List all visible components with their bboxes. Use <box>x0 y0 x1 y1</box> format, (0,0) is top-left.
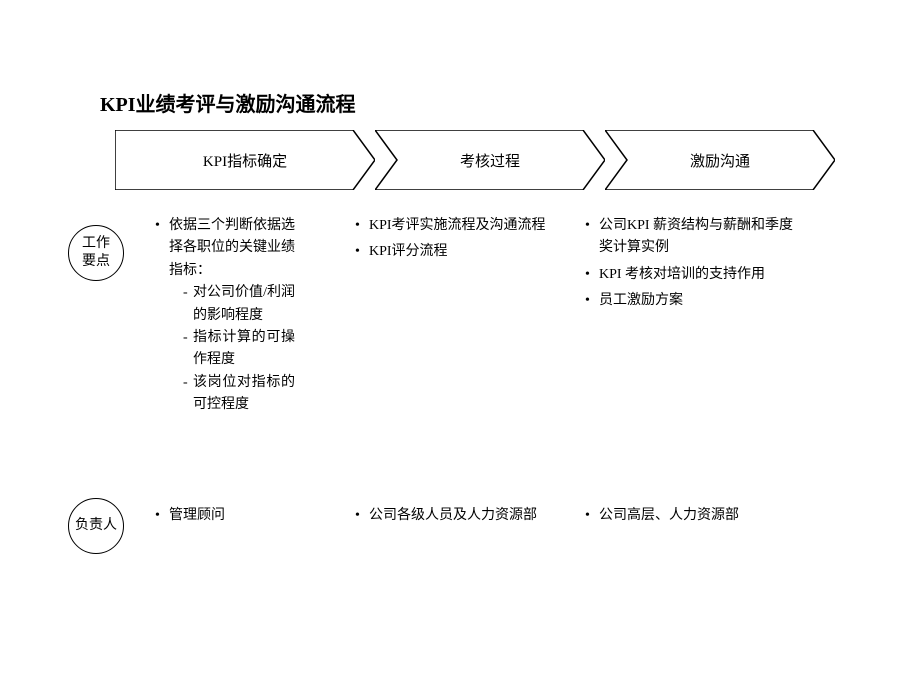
owner-col-3: 公司高层、人力资源部 <box>585 505 815 531</box>
process-step-label: 激励沟通 <box>690 150 750 171</box>
list-item: 公司KPI 薪资结构与薪酬和季度奖计算实例 <box>585 215 795 260</box>
owner-row: 管理顾问公司各级人员及人力资源部公司高层、人力资源部 <box>155 505 815 531</box>
keypoints-col-3: 公司KPI 薪资结构与薪酬和季度奖计算实例 KPI 考核对培训的支持作用员工激励方… <box>585 215 815 421</box>
list-item: 公司高层、人力资源部 <box>585 505 795 527</box>
row-label-owner: 负责人 <box>68 498 124 554</box>
process-step-label: 考核过程 <box>460 150 520 171</box>
list-item: 员工激励方案 <box>585 290 795 312</box>
sub-list-item: 对公司价值/利润的影响程度 <box>183 282 295 327</box>
sub-list-item: 指标计算的可操作程度 <box>183 327 295 372</box>
keypoints-col-1: 依据三个判断依据选择各职位的关键业绩指标：对公司价值/利润的影响程度指标计算的可… <box>155 215 355 421</box>
list-item: KPI考评实施流程及沟通流程 <box>355 215 565 237</box>
process-step-1: KPI指标确定 <box>115 130 375 190</box>
owner-col-2: 公司各级人员及人力资源部 <box>355 505 585 531</box>
process-chevron-row: KPI指标确定 考核过程 激励沟通 <box>115 130 835 190</box>
list-item: KPI评分流程 <box>355 241 565 263</box>
keypoints-row: 依据三个判断依据选择各职位的关键业绩指标：对公司价值/利润的影响程度指标计算的可… <box>155 215 815 421</box>
process-step-2: 考核过程 <box>375 130 605 190</box>
list-item: 管理顾问 <box>155 505 335 527</box>
row-label-keypoints: 工作要点 <box>68 225 124 281</box>
page-title: KPI业绩考评与激励沟通流程 <box>100 88 356 117</box>
process-step-label: KPI指标确定 <box>203 150 287 171</box>
sub-list-item: 该岗位对指标的可控程度 <box>183 372 295 417</box>
list-item: 依据三个判断依据选择各职位的关键业绩指标：对公司价值/利润的影响程度指标计算的可… <box>155 215 295 417</box>
keypoints-col-2: KPI考评实施流程及沟通流程 KPI评分流程 <box>355 215 585 421</box>
process-step-3: 激励沟通 <box>605 130 835 190</box>
owner-col-1: 管理顾问 <box>155 505 355 531</box>
list-item: 公司各级人员及人力资源部 <box>355 505 565 527</box>
list-item: KPI 考核对培训的支持作用 <box>585 264 795 286</box>
